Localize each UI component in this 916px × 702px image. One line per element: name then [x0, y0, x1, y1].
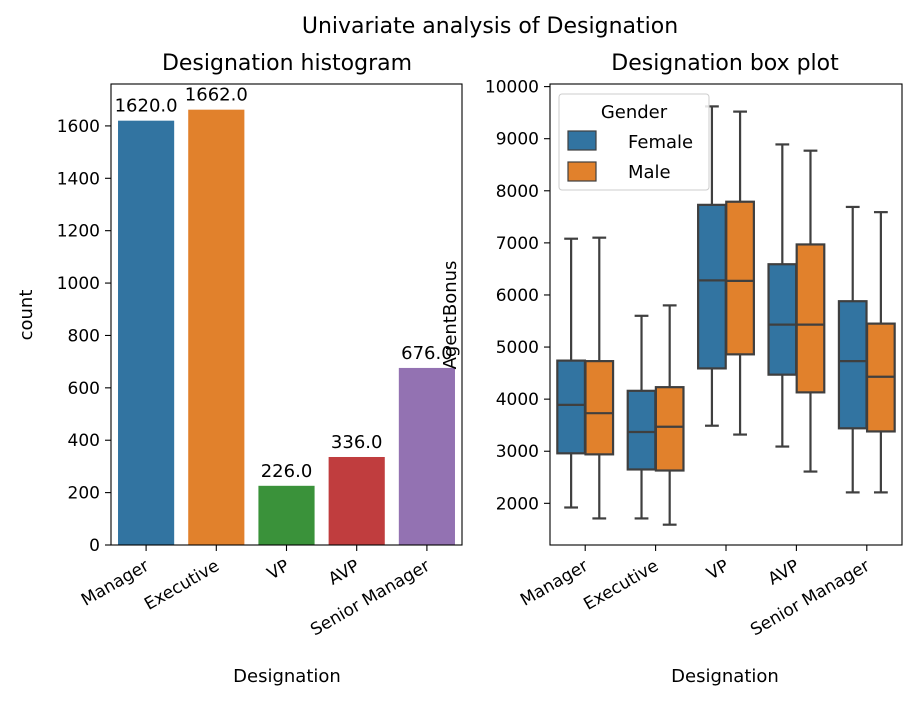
histogram-panel: Designation histogram count Designation … — [16, 51, 463, 687]
legend-swatch-female — [567, 130, 597, 151]
box-vp-female — [697, 105, 727, 427]
box-vp-male-iqr — [725, 200, 755, 356]
histogram-y-ticks: 0 200 400 600 800 1000 1200 1400 1600 — [57, 117, 111, 556]
boxplot-ylabel: AgentBonus — [440, 261, 461, 370]
bar-label-vp: 226.0 — [261, 461, 313, 482]
bar-executive — [188, 109, 245, 546]
y-tick-label: 4000 — [496, 390, 539, 410]
box-executive-male-iqr — [654, 386, 685, 472]
box-manager-female-iqr — [556, 359, 587, 455]
box-avp-female — [767, 143, 798, 448]
boxplot-panel: Designation box plot AgentBonus Designat… — [440, 51, 903, 687]
bar-senior-manager — [398, 367, 455, 545]
x-tick-label-avp: AVP — [325, 556, 363, 590]
y-tick-label: 2000 — [496, 494, 539, 514]
legend-label-male: Male — [628, 162, 671, 183]
histogram-axes-frame — [110, 83, 463, 546]
bar-label-senior-manager: 676.0 — [401, 343, 453, 364]
y-tick-label: 600 — [68, 379, 100, 399]
box-senior-manager-male — [865, 211, 896, 494]
y-tick-label: 200 — [68, 484, 100, 504]
bar-vp — [258, 485, 315, 545]
box-manager-female — [556, 237, 587, 509]
box-manager-male-iqr — [584, 360, 615, 456]
box-senior-manager-female-iqr — [837, 300, 868, 430]
y-tick-label: 7000 — [496, 234, 539, 254]
box-vp-male — [725, 110, 755, 436]
box-manager-male — [584, 236, 615, 520]
histogram-xlabel: Designation — [233, 666, 341, 687]
y-tick-label: 800 — [68, 326, 100, 346]
x-tick-label-vp: VP — [704, 556, 733, 584]
legend-label-female: Female — [628, 132, 693, 153]
histogram-title: Designation histogram — [162, 51, 412, 76]
boxplot-axes-frame — [549, 83, 903, 546]
y-tick-label: 0 — [89, 536, 100, 556]
boxplot-title: Designation box plot — [611, 51, 839, 76]
x-tick-label-avp: AVP — [765, 556, 803, 590]
y-tick-label: 5000 — [496, 338, 539, 358]
legend-swatch-male — [567, 161, 597, 182]
y-tick-label: 6000 — [496, 286, 539, 306]
x-tick-label-vp: VP — [264, 556, 293, 584]
x-tick-label-manager: Manager — [517, 556, 592, 611]
bar-label-executive: 1662.0 — [185, 85, 248, 106]
box-avp-male — [795, 149, 826, 473]
bar-avp — [328, 456, 385, 545]
box-vp-female-iqr — [697, 203, 727, 370]
x-tick-label-executive: Executive — [141, 556, 223, 615]
x-tick-label-executive: Executive — [580, 556, 662, 615]
y-tick-label: 8000 — [496, 182, 539, 202]
y-tick-label: 400 — [68, 431, 100, 451]
box-executive-male — [654, 304, 685, 526]
boxplot-y-ticks: 2000 3000 4000 5000 6000 7000 8000 9000 10000 — [485, 78, 550, 514]
box-avp-female-iqr — [767, 263, 798, 376]
x-tick-label-senior-manager: Senior Manager — [307, 556, 433, 640]
boxplot-xlabel: Designation — [671, 666, 779, 687]
box-senior-manager-female — [837, 205, 868, 494]
box-executive-female — [626, 314, 657, 520]
figure-suptitle: Univariate analysis of Designation — [302, 14, 678, 39]
x-tick-label-manager: Manager — [78, 556, 153, 611]
legend-title: Gender — [601, 102, 668, 123]
y-tick-label: 9000 — [496, 130, 539, 150]
histogram-bars — [118, 109, 455, 546]
histogram-ylabel: count — [16, 290, 37, 341]
y-tick-label: 3000 — [496, 442, 539, 462]
y-tick-label: 1400 — [57, 169, 100, 189]
y-tick-label: 10000 — [485, 78, 539, 98]
histogram-data-labels: 1620.0 1662.0 226.0 336.0 676.0 — [115, 85, 453, 482]
box-avp-male-iqr — [795, 243, 826, 394]
bar-label-manager: 1620.0 — [115, 96, 178, 117]
legend: Gender Female Male — [558, 93, 710, 191]
box-executive-female-iqr — [626, 389, 657, 471]
y-tick-label: 1000 — [57, 274, 100, 294]
x-tick-label-senior-manager: Senior Manager — [747, 556, 873, 640]
bar-manager — [118, 120, 175, 545]
y-tick-label: 1200 — [57, 222, 100, 242]
boxplot-boxes — [556, 105, 896, 526]
bar-label-avp: 336.0 — [331, 432, 383, 453]
y-tick-label: 1600 — [57, 117, 100, 137]
